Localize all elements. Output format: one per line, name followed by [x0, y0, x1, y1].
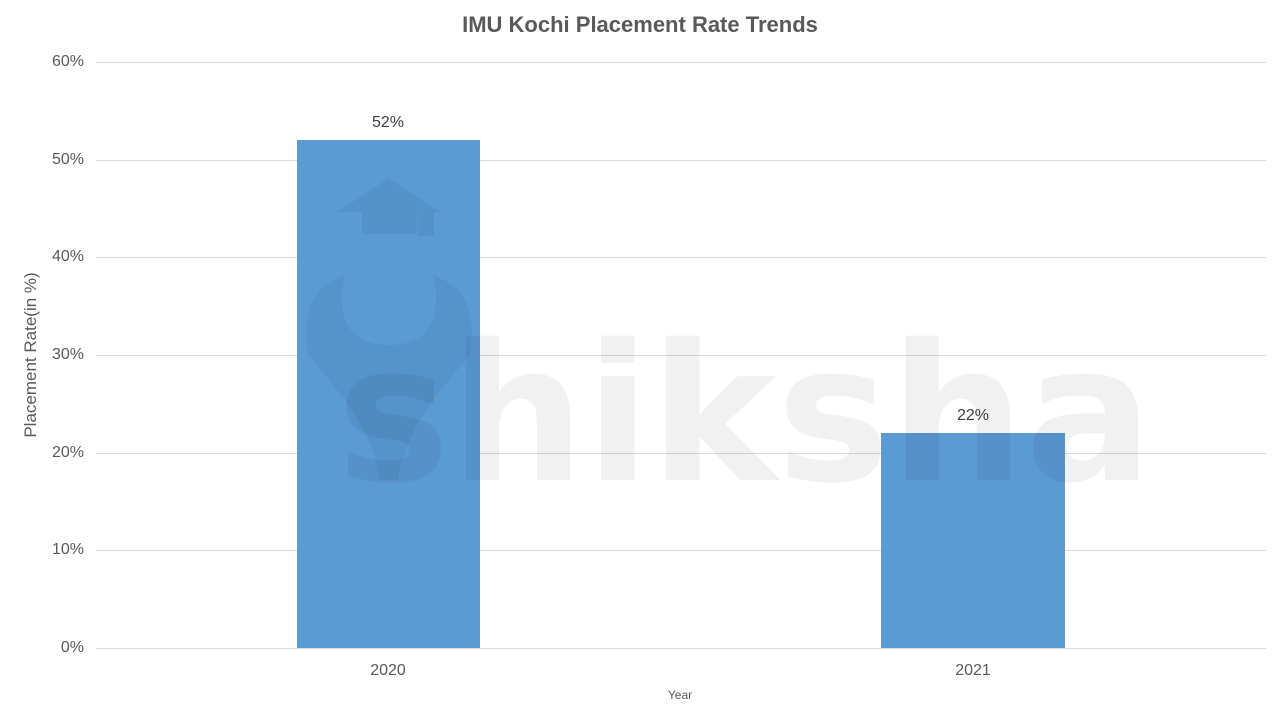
plot-area: 60% 50% 40% 30% 20% 10% 0% 52% 22% 2020 …	[52, 53, 1266, 679]
x-axis-line	[96, 648, 1266, 649]
data-label-2020: 52%	[371, 114, 405, 132]
x-tick-label: 2021	[955, 662, 991, 679]
y-tick-label: 40%	[51, 248, 84, 266]
y-tick-label: 20%	[51, 443, 84, 461]
gridline	[96, 159, 1266, 161]
x-axis-label: Year	[667, 688, 693, 702]
data-label-2021: 22%	[956, 407, 990, 425]
y-tick-label: 50%	[51, 150, 84, 168]
x-tick-label: 2020	[370, 662, 406, 679]
bar-2020	[297, 140, 480, 648]
y-tick-label: 0%	[60, 639, 84, 656]
bar-2021	[881, 433, 1065, 648]
gridline	[96, 257, 1266, 259]
gridline	[96, 62, 1266, 63]
gridline	[96, 355, 1266, 356]
y-tick-label: 60%	[51, 53, 84, 70]
y-tick-label: 10%	[51, 541, 84, 559]
gridline	[96, 550, 1266, 552]
chart-title: IMU Kochi Placement Rate Trends	[462, 12, 818, 37]
gridline	[96, 452, 1266, 454]
y-tick-label: 30%	[51, 346, 84, 363]
